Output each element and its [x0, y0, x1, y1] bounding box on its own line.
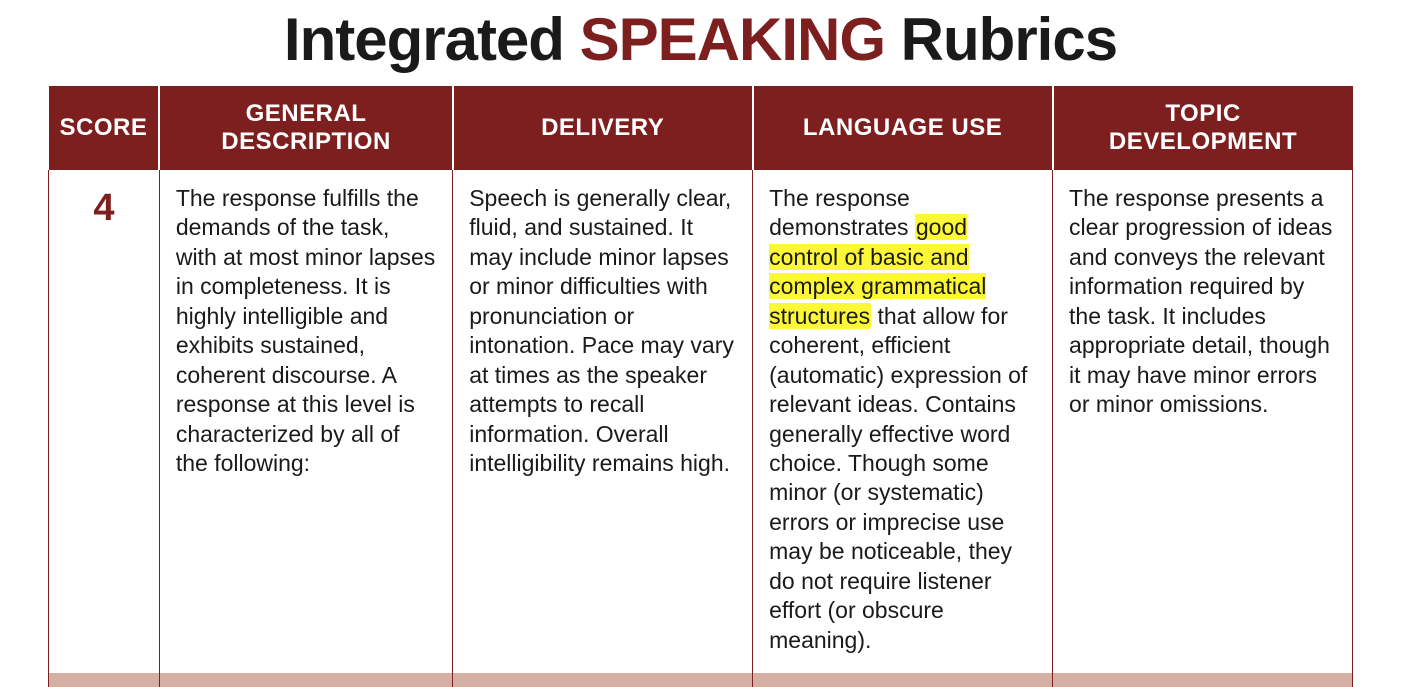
band-cell [159, 673, 452, 687]
rubric-table: SCORE GENERAL DESCRIPTION DELIVERY LANGU… [48, 86, 1353, 687]
cell-score: 4 [49, 170, 160, 673]
col-header-delivery: DELIVERY [453, 86, 753, 170]
col-header-score: SCORE [49, 86, 160, 170]
cell-topic-development: The response presents a clear progressio… [1053, 170, 1353, 673]
table-row: 4 The response fulfills the demands of t… [49, 170, 1353, 673]
cell-language-use: The response demonstrates good control o… [753, 170, 1053, 673]
table-band-row [49, 673, 1353, 687]
cell-general-description: The response fulfills the demands of the… [159, 170, 452, 673]
col-header-language: LANGUAGE USE [753, 86, 1053, 170]
band-cell [1053, 673, 1353, 687]
band-cell [49, 673, 160, 687]
rubric-container: Integrated SPEAKING Rubrics SCORE GENERA… [0, 0, 1401, 687]
col-header-general: GENERAL DESCRIPTION [159, 86, 452, 170]
table-header-row: SCORE GENERAL DESCRIPTION DELIVERY LANGU… [49, 86, 1353, 170]
title-part-3: Rubrics [885, 6, 1117, 73]
title-part-1: Integrated [284, 6, 580, 73]
title-part-2: SPEAKING [580, 6, 885, 73]
language-use-pre: The response demonstrates [769, 185, 915, 240]
cell-delivery: Speech is generally clear, fluid, and su… [453, 170, 753, 673]
page-title: Integrated SPEAKING Rubrics [48, 10, 1353, 70]
col-header-topic: TOPICDEVELOPMENT [1053, 86, 1353, 170]
band-cell [453, 673, 753, 687]
band-cell [753, 673, 1053, 687]
language-use-post: that allow for coherent, efficient (auto… [769, 303, 1027, 653]
